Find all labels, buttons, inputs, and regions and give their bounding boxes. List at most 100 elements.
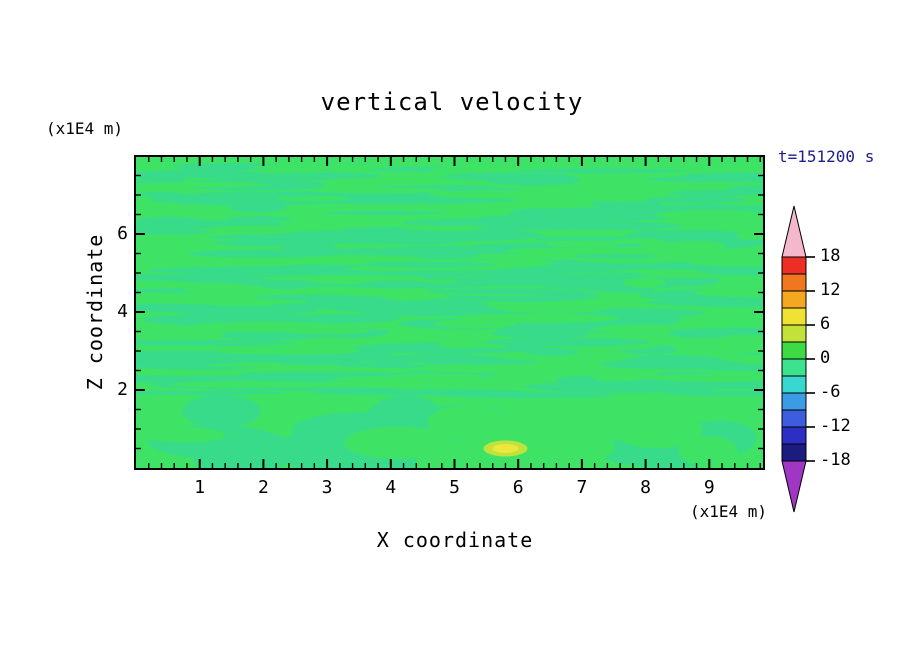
contour-band <box>496 303 609 314</box>
x-axis-unit: (x1E4 m) <box>690 502 768 521</box>
contour-band <box>257 366 340 371</box>
contour-band <box>226 216 293 222</box>
contour-blob <box>343 426 454 459</box>
x-tick-label: 3 <box>321 477 333 498</box>
contour-field <box>136 157 763 468</box>
contour-band <box>688 257 763 267</box>
contour-band <box>337 362 430 369</box>
contour-band <box>161 305 318 315</box>
contour-band <box>323 210 446 215</box>
contour-band <box>203 387 401 391</box>
contour-band <box>360 309 491 317</box>
contour-band <box>505 248 556 254</box>
colorbar-down-arrow <box>781 460 807 513</box>
contour-band <box>309 187 451 194</box>
contour-band <box>612 229 744 238</box>
colorbar-segment <box>781 324 807 343</box>
colorbar-label: -18 <box>820 450 851 470</box>
contour-blob <box>678 435 738 467</box>
contour-band <box>484 337 650 347</box>
contour-band <box>251 314 392 324</box>
contour-band <box>202 192 319 198</box>
contour-band <box>694 286 763 298</box>
contour-band <box>372 245 542 255</box>
contour-band <box>700 344 763 354</box>
contour-band <box>425 250 479 259</box>
chart-title: vertical velocity <box>320 88 584 116</box>
contour-band <box>524 347 580 356</box>
x-tick-label: 8 <box>640 477 652 498</box>
contour-blob <box>612 411 703 449</box>
contour-band <box>136 191 181 196</box>
contour-band <box>417 358 540 365</box>
contour-band <box>357 261 497 268</box>
contour-band <box>207 252 283 257</box>
contour-band <box>251 371 398 376</box>
colorbar-label: -12 <box>820 416 851 436</box>
colorbar-segment <box>781 392 807 411</box>
contour-band <box>437 342 483 349</box>
x-axis-label: X coordinate <box>376 528 534 552</box>
contour-band <box>568 380 627 387</box>
contour-band <box>193 266 326 273</box>
contour-band <box>644 196 748 203</box>
colorbar-segment <box>781 341 807 360</box>
colorbar-up-arrow <box>781 205 807 258</box>
colorbar-segment <box>781 307 807 326</box>
contour-band <box>581 368 632 374</box>
colorbar-segment <box>781 290 807 309</box>
contour-blob <box>550 407 621 452</box>
time-label: t=151200 s <box>778 147 875 166</box>
contour-band <box>260 275 427 281</box>
contour-band <box>622 277 667 289</box>
contour-band <box>609 238 665 244</box>
contour-band <box>645 176 763 183</box>
contour-band <box>551 386 716 393</box>
x-tick-label: 6 <box>512 477 524 498</box>
contour-band <box>182 282 255 294</box>
contour-band <box>205 225 299 235</box>
x-tick-label: 4 <box>385 477 397 498</box>
contour-blob <box>192 441 276 468</box>
contour-band <box>400 304 492 312</box>
contour-band <box>356 280 439 289</box>
contour-band <box>518 168 687 174</box>
colorbar-label: -6 <box>820 382 841 402</box>
contour-band <box>200 272 254 279</box>
z-tick-label: 2 <box>117 379 128 400</box>
contour-band <box>571 254 660 259</box>
contour-blob <box>427 405 508 440</box>
contour-band <box>252 294 368 301</box>
contour-band <box>623 354 725 368</box>
contour-band <box>213 348 360 355</box>
contour-band <box>668 328 735 339</box>
contour-band <box>136 222 232 228</box>
contour-band <box>136 361 212 368</box>
colorbar-segment <box>781 358 807 377</box>
contour-band <box>697 364 763 372</box>
contour-band <box>274 359 360 366</box>
x-tick-label: 9 <box>703 477 715 498</box>
contour-band <box>549 273 647 280</box>
x-tick-label: 5 <box>449 477 460 498</box>
z-tick-label: 4 <box>117 301 128 322</box>
contour-band <box>175 173 333 179</box>
contour-band <box>492 328 590 339</box>
x-tick-label: 7 <box>576 477 588 498</box>
contour-band <box>475 224 598 231</box>
colorbar-label: 6 <box>820 314 831 334</box>
contour-band <box>441 172 574 181</box>
contour-band <box>425 288 584 295</box>
contour-band <box>429 165 577 176</box>
colorbar-segment <box>781 409 807 428</box>
contour-band <box>551 191 632 198</box>
z-tick-label: 6 <box>117 223 128 244</box>
contour-band <box>434 318 518 329</box>
contour-band <box>288 286 367 298</box>
contour-band <box>646 374 763 382</box>
contour-band <box>545 240 621 248</box>
colorbar-label: 12 <box>820 280 841 300</box>
positive-anomaly-spot <box>492 444 519 453</box>
contour-band <box>669 190 763 196</box>
colorbar <box>778 200 848 520</box>
